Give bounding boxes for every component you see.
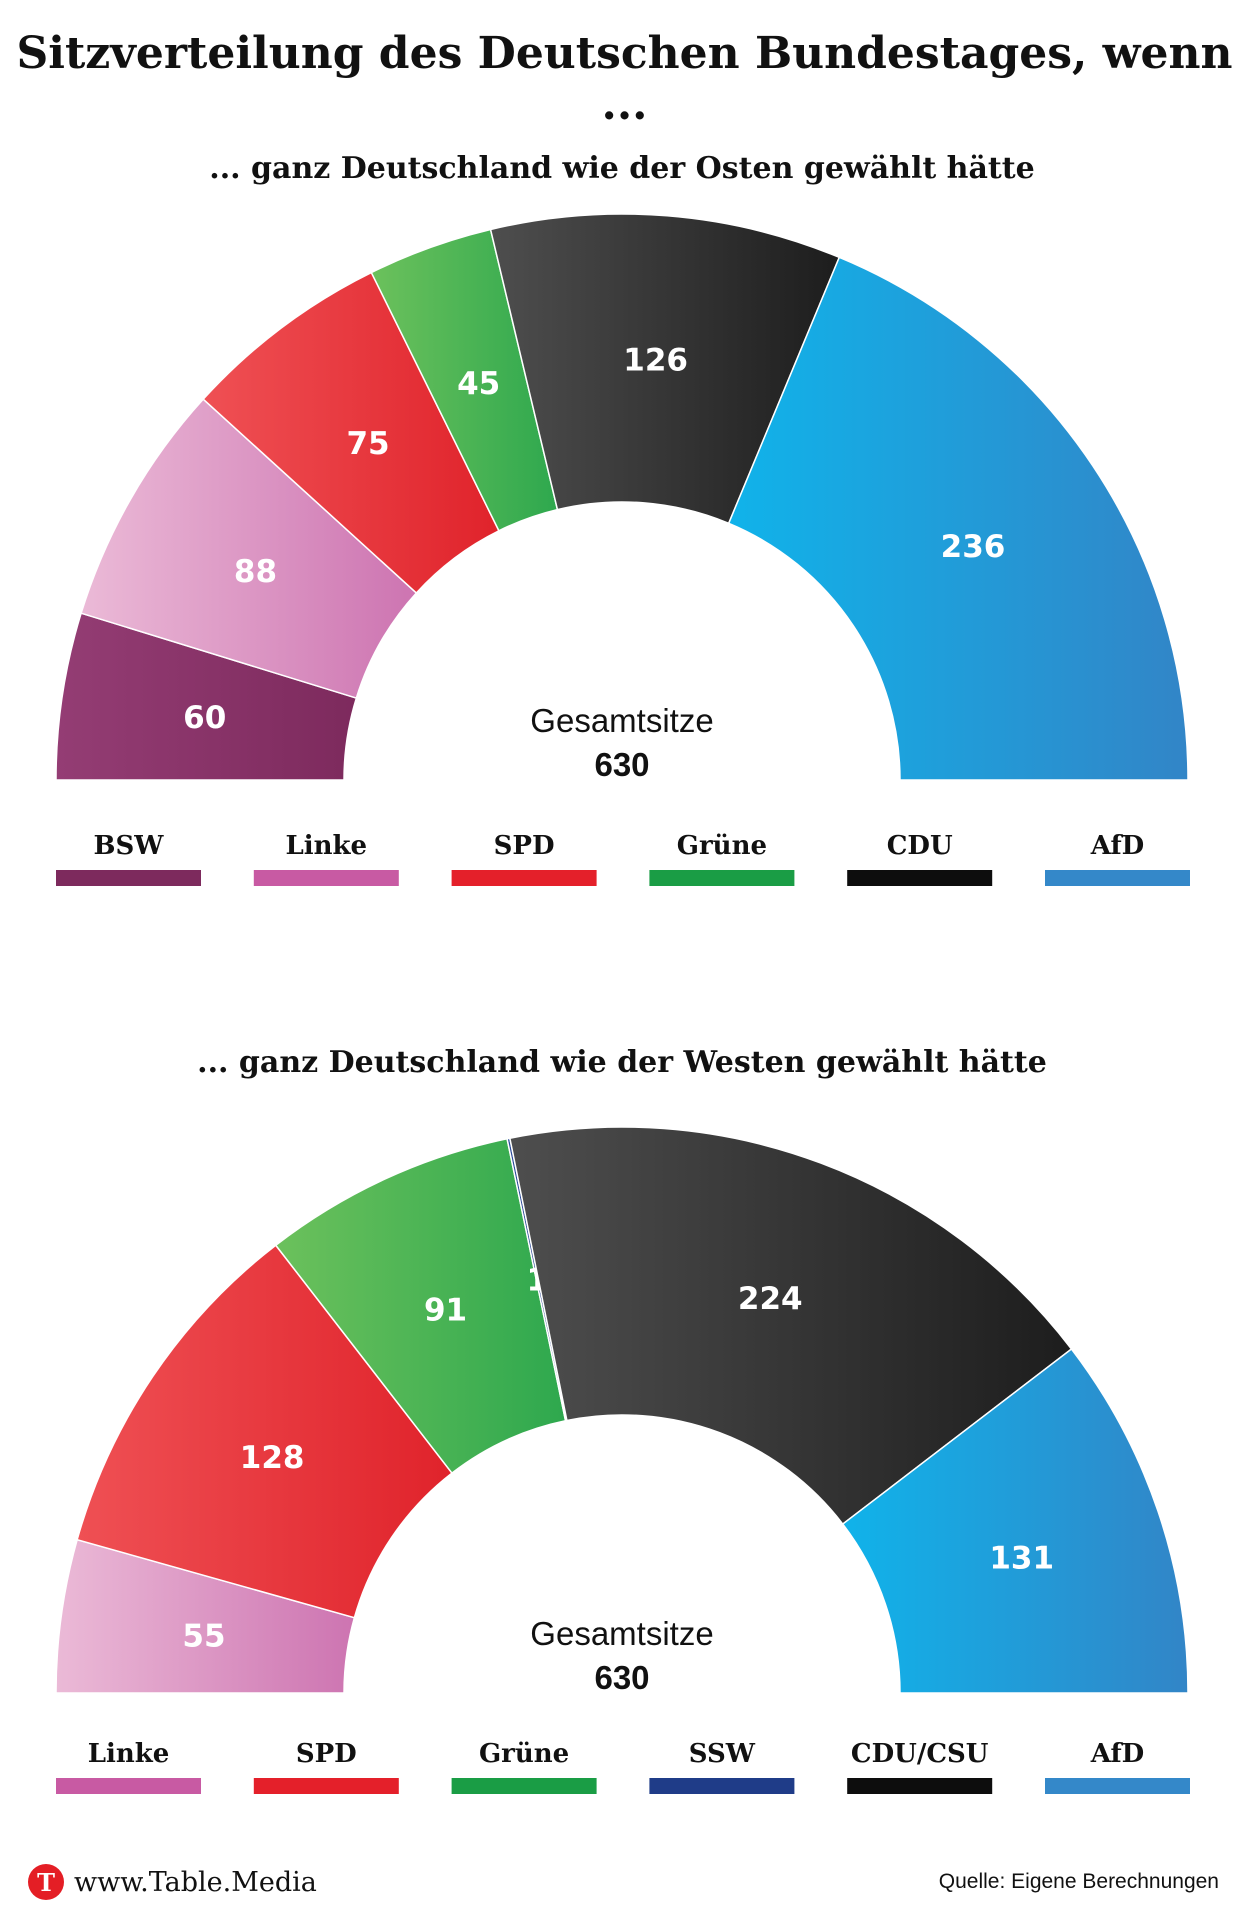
total-seats-label: Gesamtsitze [530, 702, 713, 739]
legend-label-ssw: SSW [689, 1739, 756, 1769]
seat-segment-cdu-csu [508, 1126, 1073, 1526]
seat-count-label-gruene: 91 [424, 1293, 467, 1329]
legend-swatch-cdu-csu [847, 1778, 993, 1794]
seat-segment-cdu [489, 213, 841, 525]
seat-count-label-afd: 236 [941, 529, 1006, 565]
seat-count-label-cdu-csu: 224 [738, 1281, 803, 1317]
legend-label-bsw: BSW [94, 831, 165, 861]
seat-count-label-linke: 88 [234, 554, 277, 590]
east-parliament-chart: ... ganz Deutschland wie der Osten gewäh… [55, 151, 1190, 886]
seat-segment-afd [841, 1347, 1189, 1694]
seat-count-label-afd: 131 [989, 1541, 1054, 1577]
brand-url[interactable]: www.Table.Media [74, 1866, 317, 1898]
legend-label-gruene: Grüne [479, 1739, 569, 1769]
total-seats-value: 630 [594, 746, 649, 783]
legend-label-afd: AfD [1090, 831, 1144, 861]
legend-label-linke: Linke [285, 831, 367, 861]
total-seats-label: Gesamtsitze [530, 1615, 713, 1652]
legend-swatch-cdu [847, 870, 993, 886]
legend-swatch-afd [1045, 870, 1190, 886]
seat-count-label-linke: 55 [182, 1618, 225, 1654]
legend-label-afd: AfD [1090, 1739, 1144, 1769]
legend-swatch-afd [1045, 1778, 1190, 1794]
legend-swatch-spd [451, 870, 597, 886]
legend-swatch-ssw [649, 1778, 795, 1794]
seat-segment-spd [76, 1244, 453, 1619]
legend-swatch-linke [56, 1778, 201, 1794]
legend-label-linke: Linke [88, 1739, 170, 1769]
seat-count-label-spd: 128 [240, 1440, 305, 1476]
seat-count-label-gruene: 45 [457, 366, 500, 402]
legend-label-spd: SPD [296, 1739, 357, 1769]
total-seats-value: 630 [594, 1659, 649, 1696]
brand-footer: T www.Table.Media [28, 1860, 317, 1904]
seat-count-label-spd: 75 [346, 426, 389, 462]
legend-label-cdu: CDU [887, 831, 953, 861]
chart-title: Sitzverteilung des Deutschen Bundestages… [16, 28, 1233, 130]
seat-count-label-bsw: 60 [183, 700, 226, 736]
legend-label-cdu-csu: CDU/CSU [851, 1739, 989, 1769]
table-media-logo-icon: T [28, 1864, 64, 1900]
legend-swatch-spd [253, 1778, 399, 1794]
source-note: Quelle: Eigene Berechnungen [938, 1870, 1219, 1893]
chart-subtitle: ... ganz Deutschland wie der Westen gewä… [197, 1045, 1047, 1080]
seat-segment-afd [727, 256, 1189, 781]
legend-label-spd: SPD [494, 831, 555, 861]
seat-count-label-cdu: 126 [623, 342, 688, 378]
legend-swatch-linke [253, 870, 399, 886]
legend-label-gruene: Grüne [677, 831, 767, 861]
legend-swatch-gruene [451, 1778, 597, 1794]
legend-swatch-bsw [56, 870, 201, 886]
legend-swatch-gruene [649, 870, 795, 886]
chart-subtitle: ... ganz Deutschland wie der Osten gewäh… [209, 151, 1034, 186]
west-parliament-chart: ... ganz Deutschland wie der Westen gewä… [55, 1045, 1190, 1794]
